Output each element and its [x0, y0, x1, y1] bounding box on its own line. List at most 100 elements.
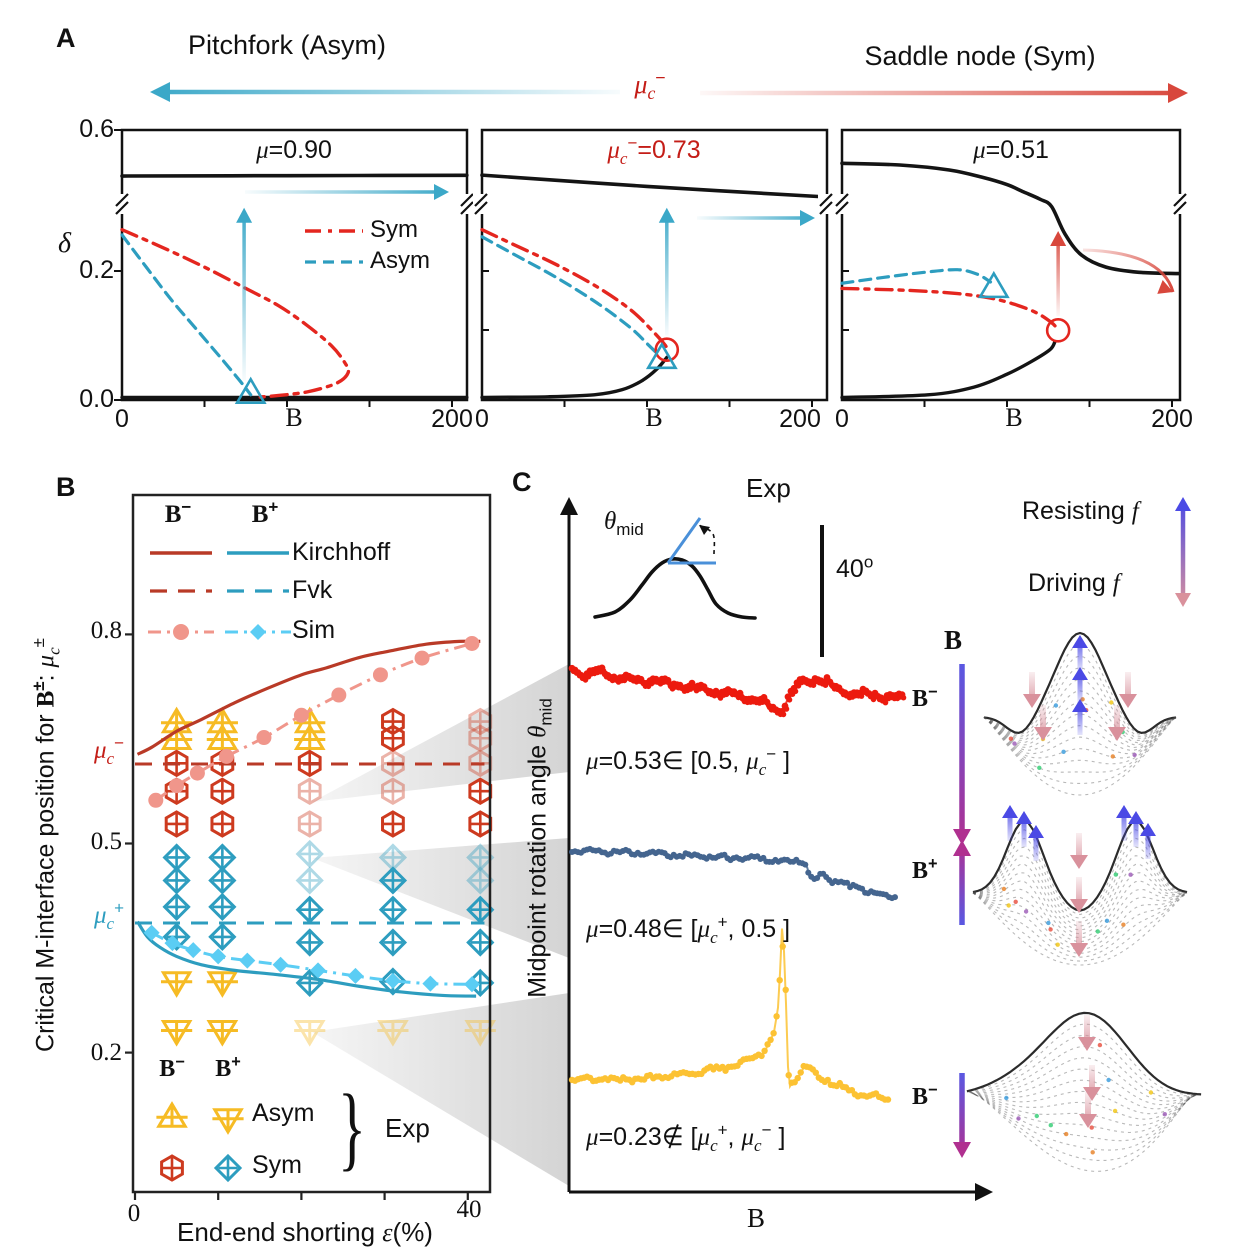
surface-dot	[1110, 754, 1116, 759]
surface-dot	[1090, 1150, 1095, 1155]
sim-diamond-marker	[210, 948, 227, 965]
surface-wire	[975, 1094, 1193, 1162]
series-blue-label: μ=0.48∈ [μc+, 0.5 ]	[586, 912, 791, 947]
saddle-node-label: Saddle node (Sym)	[864, 41, 1096, 71]
series-bead	[824, 1076, 831, 1084]
subplot-frame	[480, 128, 829, 402]
curved-arrow	[1082, 248, 1175, 293]
surface-wire	[973, 1093, 1195, 1142]
circle-marker	[654, 337, 680, 362]
exp-marker	[468, 724, 493, 752]
surface-dot	[1001, 886, 1007, 892]
series-bead	[859, 885, 866, 892]
surface-wire	[968, 1045, 1200, 1099]
axis-break-slash	[819, 193, 833, 207]
surface-wire	[983, 631, 1177, 735]
exp-marker	[210, 777, 235, 805]
b-exp-legend-sym: Sym	[252, 1151, 302, 1179]
exp-marker	[297, 810, 322, 838]
exp-marker	[208, 892, 237, 922]
axis-break	[473, 194, 489, 214]
pitchfork-label: Pitchfork (Asym)	[187, 30, 387, 60]
surface-w	[972, 805, 1188, 966]
sim-circle-marker	[219, 748, 235, 764]
arrowhead	[953, 840, 971, 856]
arrowhead	[1078, 1037, 1096, 1051]
surface-wire	[970, 1068, 1198, 1106]
a3-xtick-200: 200	[1151, 405, 1193, 433]
arrowhead	[658, 207, 675, 223]
surface-wire	[971, 1092, 1197, 1120]
surface-dot	[1061, 749, 1066, 754]
arrowhead	[150, 82, 170, 102]
arrowhead	[1070, 943, 1088, 957]
arrowhead	[1070, 855, 1088, 869]
surface-dot	[1112, 1108, 1118, 1114]
b-ytick-05: 0.5	[90, 828, 122, 855]
exp-marker	[466, 928, 495, 957]
sym-branch	[120, 228, 351, 400]
surface-wire	[972, 888, 1188, 943]
series-bead	[794, 1074, 801, 1082]
exp-marker	[293, 723, 326, 750]
b-field-label: B	[944, 625, 963, 655]
b-exp-legend-bplus: B+	[215, 1053, 241, 1082]
c-xlabel-B: B	[746, 1203, 765, 1233]
surface-twist	[966, 1011, 1202, 1172]
series-bead	[797, 1069, 804, 1076]
exp-marker	[295, 839, 324, 869]
axis-break-slash	[1173, 201, 1187, 215]
surface-dot	[1089, 1125, 1094, 1130]
link-wedges	[312, 664, 569, 1186]
stable-upper	[120, 173, 469, 178]
asym-branch	[840, 268, 993, 285]
surface-dot	[1008, 736, 1014, 741]
arrowhead	[236, 207, 253, 223]
exp-marker	[160, 1019, 193, 1047]
stable-lower	[480, 355, 669, 400]
surface-bump	[983, 631, 1177, 796]
series-bead	[858, 693, 865, 699]
arrowhead	[1140, 823, 1156, 836]
sim-circle-marker	[293, 707, 309, 723]
axis-break-slash	[460, 193, 474, 207]
sim-circle-marker	[189, 765, 205, 781]
arrowhead	[1050, 231, 1067, 247]
series-bead	[785, 1072, 792, 1079]
b-legend-bminus-header: B−	[164, 497, 192, 528]
subplot-frame	[120, 128, 469, 402]
axis-break-slash	[115, 201, 129, 215]
exp-marker	[293, 1019, 326, 1047]
exp-marker	[377, 1019, 409, 1047]
series-mu-0.23	[568, 928, 892, 1103]
surface-dot	[1104, 918, 1110, 923]
stable-lower	[840, 340, 1057, 400]
circle-marker	[1045, 318, 1071, 343]
series-bead	[900, 694, 907, 701]
exp-marker	[156, 1101, 188, 1128]
series-bead	[882, 699, 889, 706]
kirchhoff-B-minus	[136, 639, 481, 756]
exp-marker	[295, 895, 324, 924]
exp-marker	[378, 866, 408, 895]
arrowhead	[953, 829, 971, 845]
exp-marker	[468, 777, 493, 805]
surface-wire	[972, 1093, 1196, 1126]
exp-marker	[160, 1154, 184, 1182]
exp-marker	[162, 866, 191, 895]
arrowhead	[1128, 811, 1144, 824]
axis-break-slash	[819, 201, 833, 215]
sim-diamond-marker	[143, 924, 160, 941]
triangle-marker	[977, 270, 1010, 299]
legend-sim-circle	[173, 624, 189, 640]
b-mu-c-plus-tick: μc+	[93, 898, 124, 933]
surface-dot	[1109, 700, 1114, 705]
arrowhead	[1157, 279, 1173, 294]
series-line	[571, 928, 889, 1102]
b-plus-label: B+	[912, 855, 938, 884]
exp-marker	[381, 810, 405, 838]
mu-c-minus-top-label: μc−	[634, 67, 666, 104]
surface-wire	[983, 644, 1177, 736]
exp-marker	[295, 866, 324, 895]
